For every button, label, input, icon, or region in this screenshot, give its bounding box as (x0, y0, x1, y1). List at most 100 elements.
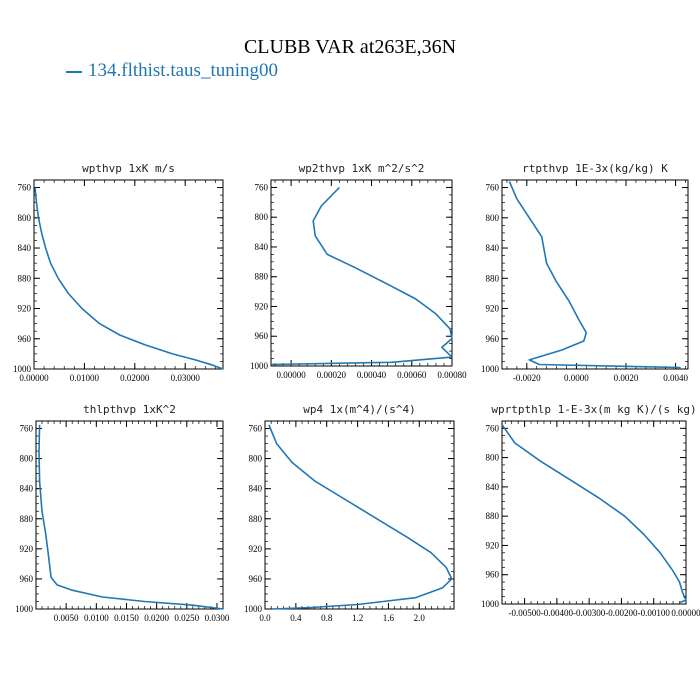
x-tick-label: 0.02000 (120, 373, 150, 383)
y-tick-label: 800 (486, 453, 500, 463)
x-tick-label: -0.00300 (573, 608, 606, 618)
legend-line-swatch (66, 70, 82, 73)
x-tick-label: 1.2 (352, 613, 363, 623)
y-tick-label: 840 (486, 243, 500, 253)
x-tick-label: 0.00060 (397, 370, 427, 380)
y-tick-label: 800 (20, 454, 34, 464)
y-tick-label: 760 (486, 183, 500, 193)
x-tick-label: -0.0020 (513, 373, 541, 383)
y-tick-label: 800 (249, 454, 263, 464)
y-tick-label: 1000 (244, 604, 263, 614)
x-tick-label: 0.00020 (317, 370, 347, 380)
series-line (268, 424, 453, 610)
x-tick-label: 0.00000 (19, 373, 49, 383)
y-tick-label: 760 (486, 423, 500, 433)
y-tick-label: 880 (18, 273, 32, 283)
y-tick-label: 1000 (481, 599, 500, 609)
y-tick-label: 760 (18, 183, 32, 193)
plot-frame (33, 179, 224, 370)
y-tick-label: 880 (255, 272, 269, 282)
y-tick-label: 800 (18, 213, 32, 223)
panel-title: wp2thvp 1xK m^2/s^2 (299, 162, 425, 175)
panel-title: wp4 1x(m^4)/(s^4) (303, 403, 416, 416)
y-tick-label: 960 (486, 570, 500, 580)
chart-panel-3: rtpthvp 1E-3x(kg/kg) K 760 800 840 880 920 960… (481, 162, 689, 383)
series-line (34, 187, 224, 370)
plot-frame (264, 420, 455, 610)
y-tick-label: 840 (255, 242, 269, 252)
y-tick-label: 800 (486, 213, 500, 223)
chart-panel-2: wp2thvp 1xK m^2/s^2 760 800 840 880 920 960 100… (250, 162, 467, 380)
x-tick-label: 0.0200 (144, 613, 169, 623)
y-tick-label: 920 (486, 304, 500, 314)
y-tick-label: 960 (18, 334, 32, 344)
x-tick-label: 0.01000 (70, 373, 100, 383)
y-tick-label: 840 (20, 484, 34, 494)
plot-frame (35, 420, 224, 610)
y-tick-label: 800 (255, 212, 269, 222)
y-tick-label: 920 (486, 540, 500, 550)
x-tick-label: -0.00200 (605, 608, 638, 618)
x-tick-label: 0.8 (321, 613, 333, 623)
y-tick-label: 920 (255, 301, 269, 311)
x-tick-label: 0.0250 (174, 613, 199, 623)
x-tick-label: 0.00080 (437, 370, 467, 380)
x-tick-label: -0.00100 (638, 608, 671, 618)
y-tick-label: 880 (486, 511, 500, 521)
y-tick-label: 880 (486, 273, 500, 283)
x-tick-label: 0.0040 (663, 373, 688, 383)
y-tick-label: 880 (20, 514, 34, 524)
plot-frame (501, 179, 689, 370)
x-tick-label: -0.00400 (541, 608, 574, 618)
chart-panel-5: wp4 1x(m^4)/(s^4)76080084088092096010000… (244, 403, 455, 623)
panel-title: wpthvp 1xK m/s (82, 162, 175, 175)
y-tick-label: 960 (486, 334, 500, 344)
y-tick-label: 920 (20, 544, 34, 554)
y-tick-label: 880 (249, 514, 263, 524)
x-tick-label: 0.00000 (276, 370, 306, 380)
y-tick-label: 840 (249, 484, 263, 494)
series-line (270, 186, 453, 366)
y-tick-label: 840 (486, 482, 500, 492)
series-line (38, 424, 224, 610)
x-tick-label: -0.00500 (508, 608, 541, 618)
y-tick-label: 760 (249, 424, 263, 434)
y-tick-label: 1000 (481, 364, 500, 374)
x-tick-label: 0.00040 (357, 370, 387, 380)
legend: 134.flthist.taus_tuning00 (66, 60, 278, 82)
figure-title: CLUBB VAR at263E,36N (243, 36, 457, 58)
panel-title: rtpthvp 1E-3x(kg/kg) K (522, 162, 668, 175)
x-tick-label: 0.0 (259, 613, 271, 623)
plot-frame (270, 179, 453, 367)
chart-panel-1: wpthvp 1xK m/s 760 800 840 880 920 960 10000.00… (13, 162, 224, 383)
y-tick-label: 760 (20, 424, 34, 434)
y-tick-label: 760 (255, 182, 269, 192)
y-tick-label: 920 (18, 304, 32, 314)
y-tick-label: 1000 (13, 364, 32, 374)
x-tick-label: 0.0000 (564, 373, 589, 383)
series-line (508, 181, 681, 369)
legend-label: 134.flthist.taus_tuning00 (88, 60, 278, 81)
x-tick-label: 0.0020 (614, 373, 639, 383)
chart-panel-6: wprtpthlp 1-E-3x(m kg K)/(s kg) 760 800 840… (481, 403, 700, 618)
y-tick-label: 920 (249, 544, 263, 554)
y-tick-label: 960 (20, 574, 34, 584)
panel-title: thlpthvp 1xK^2 (83, 403, 176, 416)
x-tick-label: 0.4 (290, 613, 302, 623)
x-tick-label: 0.0150 (114, 613, 139, 623)
x-tick-label: 0.0300 (205, 613, 230, 623)
x-tick-label: 0.0100 (84, 613, 109, 623)
y-tick-label: 840 (18, 243, 32, 253)
x-tick-label: 1.6 (383, 613, 395, 623)
x-tick-label: 0.03000 (171, 373, 201, 383)
series-line (501, 424, 687, 604)
plot-frame (501, 420, 687, 605)
x-tick-label: 2.0 (414, 613, 426, 623)
x-tick-label: 0.0050 (54, 613, 79, 623)
y-tick-label: 960 (249, 574, 263, 584)
panel-title: wprtpthlp 1-E-3x(m kg K)/(s kg) (491, 403, 696, 416)
y-tick-label: 960 (255, 331, 269, 341)
y-tick-label: 1000 (15, 604, 34, 614)
chart-panel-4: thlpthvp 1xK^2 760 800 840 880 920 960 1000 0.00… (15, 403, 230, 623)
